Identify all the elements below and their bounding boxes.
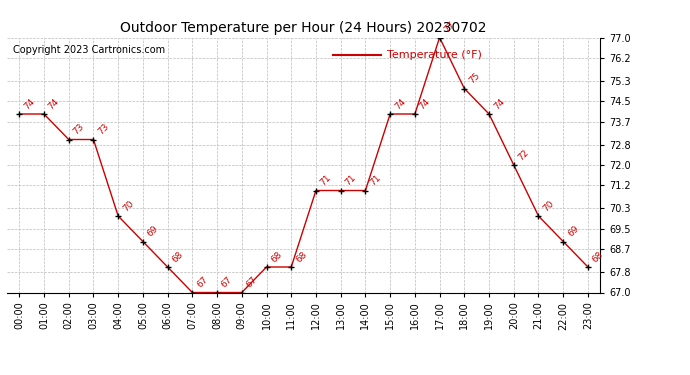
Text: 72: 72	[517, 148, 531, 162]
Text: 69: 69	[146, 224, 160, 239]
Text: 74: 74	[22, 97, 37, 111]
Text: 77: 77	[442, 20, 457, 35]
Title: Outdoor Temperature per Hour (24 Hours) 20230702: Outdoor Temperature per Hour (24 Hours) …	[120, 21, 487, 35]
Text: 75: 75	[467, 71, 482, 86]
Text: 74: 74	[47, 97, 61, 111]
Text: 68: 68	[170, 250, 185, 264]
Text: 71: 71	[319, 173, 333, 188]
Text: 69: 69	[566, 224, 580, 239]
Text: 67: 67	[244, 275, 259, 290]
Text: 67: 67	[195, 275, 210, 290]
Text: Copyright 2023 Cartronics.com: Copyright 2023 Cartronics.com	[13, 45, 165, 55]
Text: 68: 68	[591, 250, 605, 264]
Text: 73: 73	[96, 122, 110, 137]
Text: 67: 67	[220, 275, 235, 290]
Text: 73: 73	[72, 122, 86, 137]
Text: 70: 70	[541, 199, 555, 213]
Text: Temperature (°F): Temperature (°F)	[386, 50, 482, 60]
Text: 68: 68	[269, 250, 284, 264]
Text: 74: 74	[393, 97, 407, 111]
Text: 70: 70	[121, 199, 135, 213]
Text: 74: 74	[417, 97, 432, 111]
Text: 71: 71	[368, 173, 383, 188]
Text: 71: 71	[344, 173, 358, 188]
Text: 74: 74	[492, 97, 506, 111]
Text: 68: 68	[294, 250, 308, 264]
